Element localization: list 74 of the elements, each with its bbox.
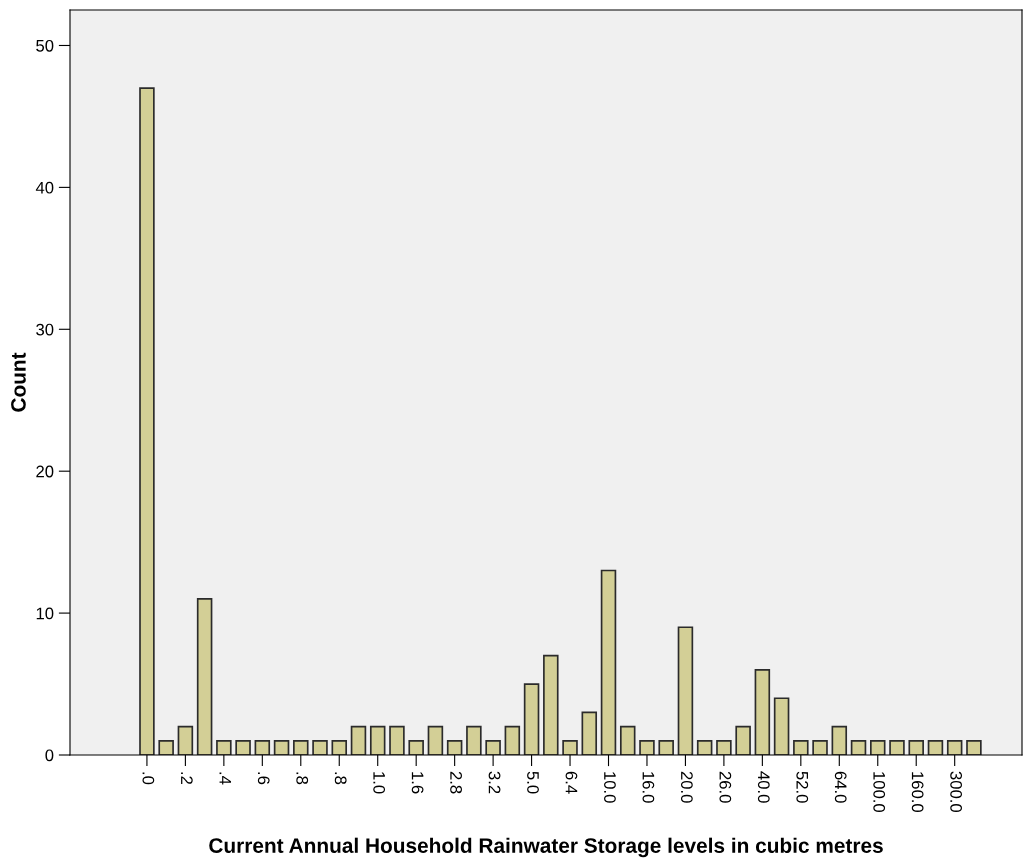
x-tick-label: 52.0 [796,771,809,803]
y-tick-label: 20 [36,465,54,478]
bar [504,725,521,755]
y-tick-label: 0 [45,749,54,762]
bar [427,725,444,755]
x-tick-label: 1.0 [373,772,386,794]
bar [754,669,771,755]
x-tick-label: 5.0 [527,771,539,794]
bar [946,739,963,755]
bar [273,739,290,755]
bar [139,87,155,755]
x-tick-label: .8 [334,772,347,785]
bar [658,739,674,755]
bar [408,739,424,755]
bar [735,725,751,755]
x-axis-title: Current Annual Household Rainwater Storage levels in cubic metres [209,837,883,858]
bar [523,683,540,755]
bar [485,739,501,755]
x-tick-label: .8 [296,772,309,785]
bar [639,739,655,755]
bar [696,739,713,755]
bar [927,739,944,755]
bar [369,725,386,755]
x-tick-label: 3.2 [488,771,501,794]
x-tick-label: .6 [257,772,270,785]
bar [466,725,482,755]
y-axis-title: Count [11,352,26,412]
x-tick-label: .2 [181,772,193,785]
x-tick-label: .4 [219,772,232,785]
bar [293,739,309,755]
bar [216,739,232,755]
bar [716,739,732,755]
x-tick-label: 16.0 [642,772,655,803]
x-tick-label: 20.0 [680,771,693,803]
bar [235,739,251,755]
y-tick-label: 30 [36,323,54,336]
bar [350,725,367,755]
x-tick-label: 40.0 [757,771,770,803]
y-tick-label: 10 [36,607,54,620]
bar [966,739,982,755]
bar [158,739,174,755]
x-tick-label: 2.8 [450,771,462,794]
bar [543,654,559,755]
bar [331,739,348,755]
x-tick-label: 10.0 [604,772,616,803]
bar [619,725,636,755]
bar [312,739,328,755]
x-tick-label: 6.4 [565,771,578,794]
x-tick-label: 64.0 [834,771,847,803]
x-tick-label: 100.0 [873,772,886,813]
y-tick-label: 40 [35,181,54,194]
bar [254,739,271,755]
x-tick-label: 300.0 [950,771,963,813]
x-tick-label: 26.0 [719,771,732,803]
x-tick-label: .0 [142,772,155,785]
bar [177,725,194,755]
bar [196,598,213,755]
bar [600,569,617,755]
bar [908,739,924,755]
bar [389,725,405,755]
bar [446,739,463,755]
x-tick-label: 1.6 [411,772,424,794]
bar [831,725,848,755]
bar [812,739,828,755]
x-tick-label: 160.0 [911,772,924,813]
bar [562,739,578,755]
bar [677,626,694,755]
bar [793,739,809,755]
bar [889,739,905,755]
bar [869,739,886,755]
bar [773,697,790,755]
y-tick-label: 50 [36,39,54,52]
bar [850,739,867,755]
bar [581,711,598,755]
